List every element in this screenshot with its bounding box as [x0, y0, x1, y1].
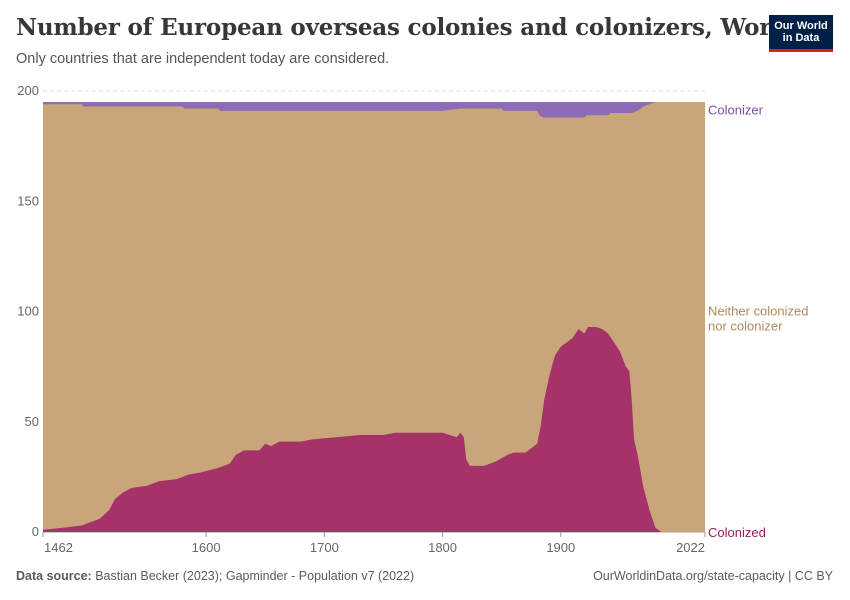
area-colonized	[43, 326, 705, 532]
y-tick-label: 100	[17, 304, 39, 319]
area-layer	[43, 102, 705, 533]
data-source: Data source: Bastian Becker (2023); Gapm…	[16, 569, 414, 583]
y-tick-label: 150	[17, 193, 39, 208]
y-tick-label: 200	[17, 83, 39, 98]
logo-line-2: in Data	[782, 32, 820, 44]
data-source-text: Bastian Becker (2023); Gapminder - Popul…	[95, 569, 415, 583]
owid-logo[interactable]: Our World in Data	[769, 15, 833, 52]
data-source-label: Data source:	[16, 569, 92, 583]
x-tick-label: 2022	[676, 540, 705, 555]
label-colonized: Colonized	[708, 525, 766, 540]
x-tick-label: 1700	[310, 540, 339, 555]
logo-line-1: Our World	[774, 20, 828, 32]
chart-subtitle: Only countries that are independent toda…	[16, 51, 390, 67]
source-url[interactable]: OurWorldinData.org/state-capacity | CC B…	[593, 569, 833, 583]
tick-labels: 0 50 100 150 200 1462 1600 1700 1800 1900 2022	[17, 83, 706, 555]
area-colonizer	[43, 102, 705, 118]
x-tick-label: 1900	[546, 540, 575, 555]
x-tick-label: 1800	[428, 540, 457, 555]
y-tick-label: 0	[32, 524, 39, 539]
x-tick-label: 1462	[44, 540, 73, 555]
chart-title: Number of European overseas colonies and…	[16, 14, 796, 41]
y-tick-label: 50	[25, 414, 39, 429]
x-tick-label: 1600	[192, 540, 221, 555]
label-neither: Neither colonized	[708, 304, 808, 319]
label-colonizer: Colonizer	[708, 103, 764, 118]
label-neither-line2: nor colonizer	[708, 319, 783, 334]
